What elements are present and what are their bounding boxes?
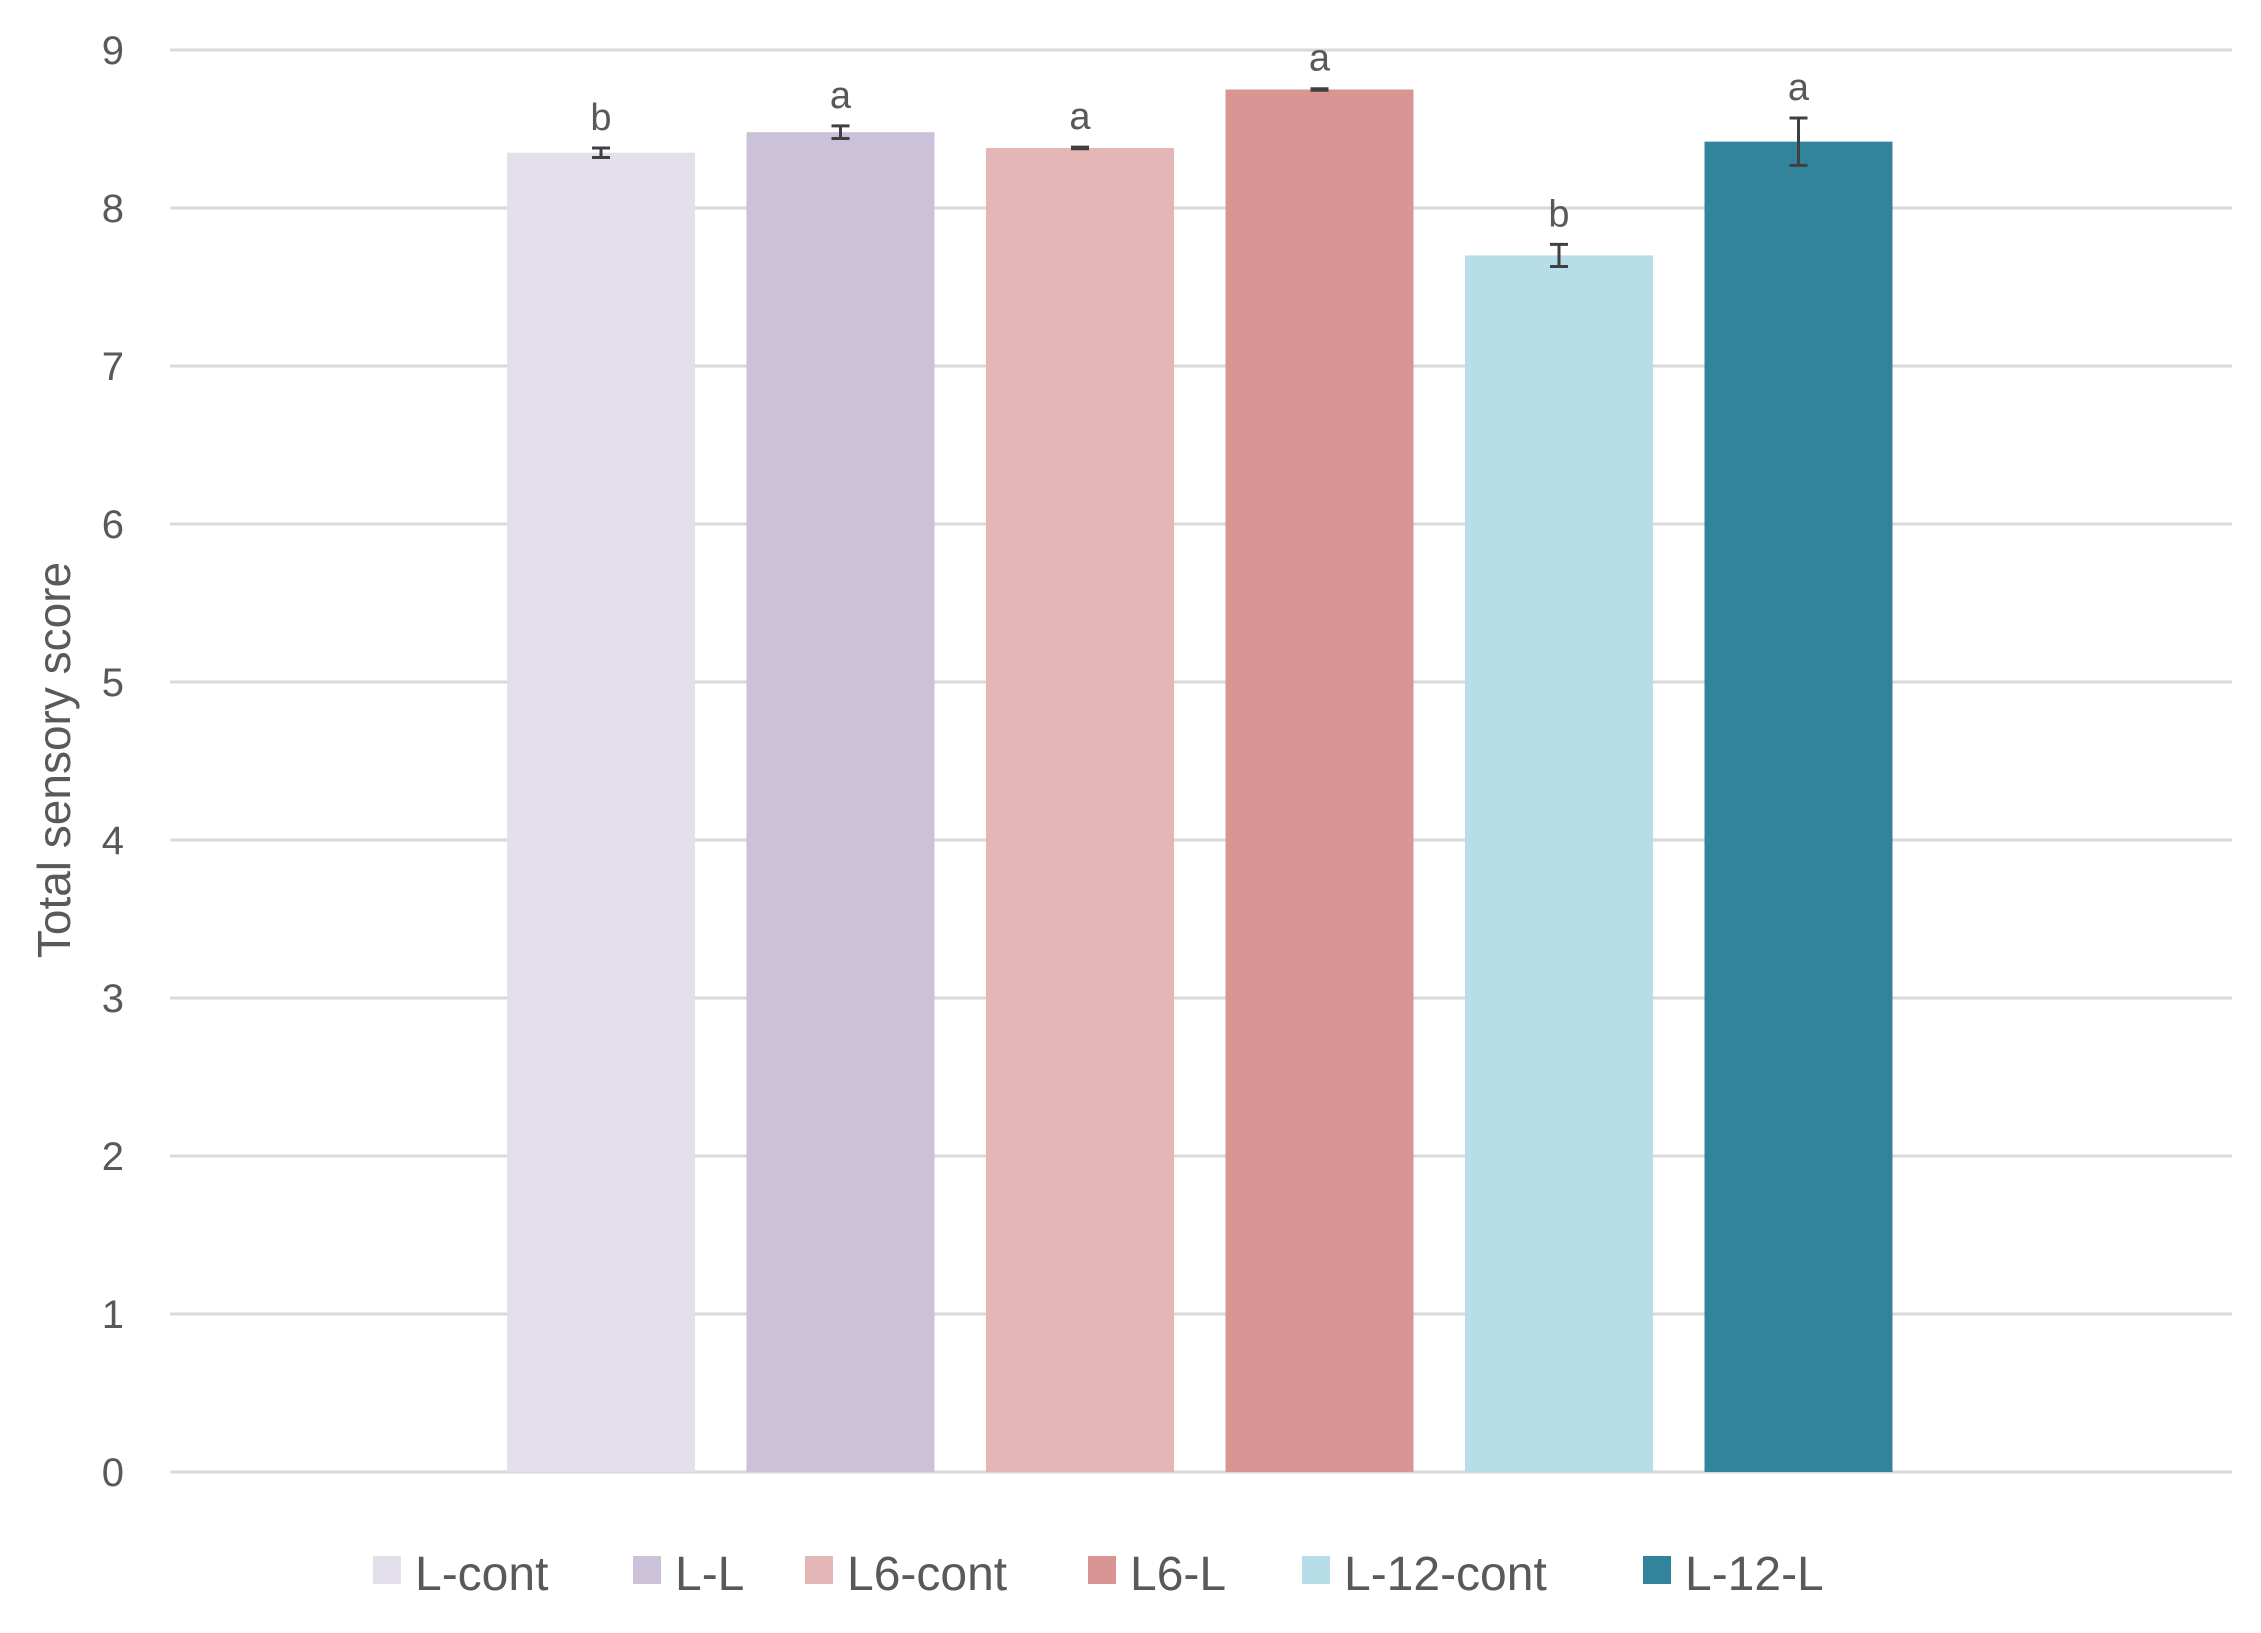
bar-L-L (746, 132, 935, 1472)
significance-label-L6-cont: a (1069, 96, 1091, 138)
y-tick-label: 5 (102, 661, 124, 705)
legend-item-L6-cont: L6-cont (805, 1548, 1007, 1601)
error-bar-L-12-cont (1550, 242, 1568, 268)
legend-swatch (373, 1556, 401, 1584)
significance-label-L-12-cont: b (1548, 193, 1569, 235)
y-tick-label: 6 (102, 503, 124, 547)
y-tick-label: 9 (102, 29, 124, 73)
y-tick-label: 7 (102, 345, 124, 389)
error-bar-L6-L (1310, 87, 1329, 92)
legend-label: L-12-L (1685, 1548, 1824, 1601)
legend-item-L-12-cont: L-12-cont (1302, 1548, 1547, 1601)
legend-label: L-cont (415, 1548, 548, 1601)
legend-item-L-12-L: L-12-L (1643, 1548, 1824, 1601)
y-tick-label: 2 (102, 1135, 124, 1179)
significance-label-L6-L: a (1309, 38, 1331, 80)
y-tick-label: 0 (102, 1451, 124, 1495)
bars (507, 89, 1893, 1473)
y-tick-label: 3 (102, 977, 124, 1021)
bar-L6-L (1225, 89, 1414, 1472)
legend: L-cont L-L L6-cont L6-L L-12-cont L-12-L (373, 1548, 1824, 1601)
y-axis-ticks: 0 1 2 3 4 5 6 7 8 9 (102, 29, 124, 1495)
significance-labels: b a a a b a (590, 38, 1810, 236)
error-bar-L-12-L (1789, 116, 1808, 167)
legend-swatch (1302, 1556, 1330, 1584)
legend-item-L6-L: L6-L (1088, 1548, 1226, 1601)
legend-swatch (1643, 1556, 1671, 1584)
legend-swatch (805, 1556, 833, 1584)
y-tick-label: 4 (102, 819, 124, 863)
legend-swatch (1088, 1556, 1116, 1584)
significance-label-L-cont: b (590, 97, 611, 139)
legend-label: L-L (675, 1548, 744, 1601)
error-bars (592, 87, 1808, 268)
gridlines (170, 48, 2232, 1474)
y-tick-label: 1 (102, 1293, 124, 1337)
error-bar-L6-cont (1071, 145, 1089, 151)
legend-label: L6-cont (847, 1548, 1007, 1601)
y-axis-title: Total sensory score (28, 562, 80, 958)
significance-label-L-12-L: a (1788, 67, 1810, 109)
bar-L-12-cont (1465, 255, 1653, 1472)
error-bar-L-cont (592, 146, 610, 159)
legend-label: L6-L (1130, 1548, 1226, 1601)
significance-label-L-L: a (830, 75, 852, 117)
y-tick-label: 8 (102, 187, 124, 231)
error-bar-L-L (831, 124, 850, 140)
legend-label: L-12-cont (1344, 1548, 1547, 1601)
legend-item-L-L: L-L (633, 1548, 744, 1601)
bar-L-12-L (1704, 141, 1893, 1472)
bar-L-cont (507, 152, 695, 1473)
legend-swatch (633, 1556, 661, 1584)
bar-L6-cont (986, 147, 1174, 1473)
legend-item-L-cont: L-cont (373, 1548, 548, 1601)
